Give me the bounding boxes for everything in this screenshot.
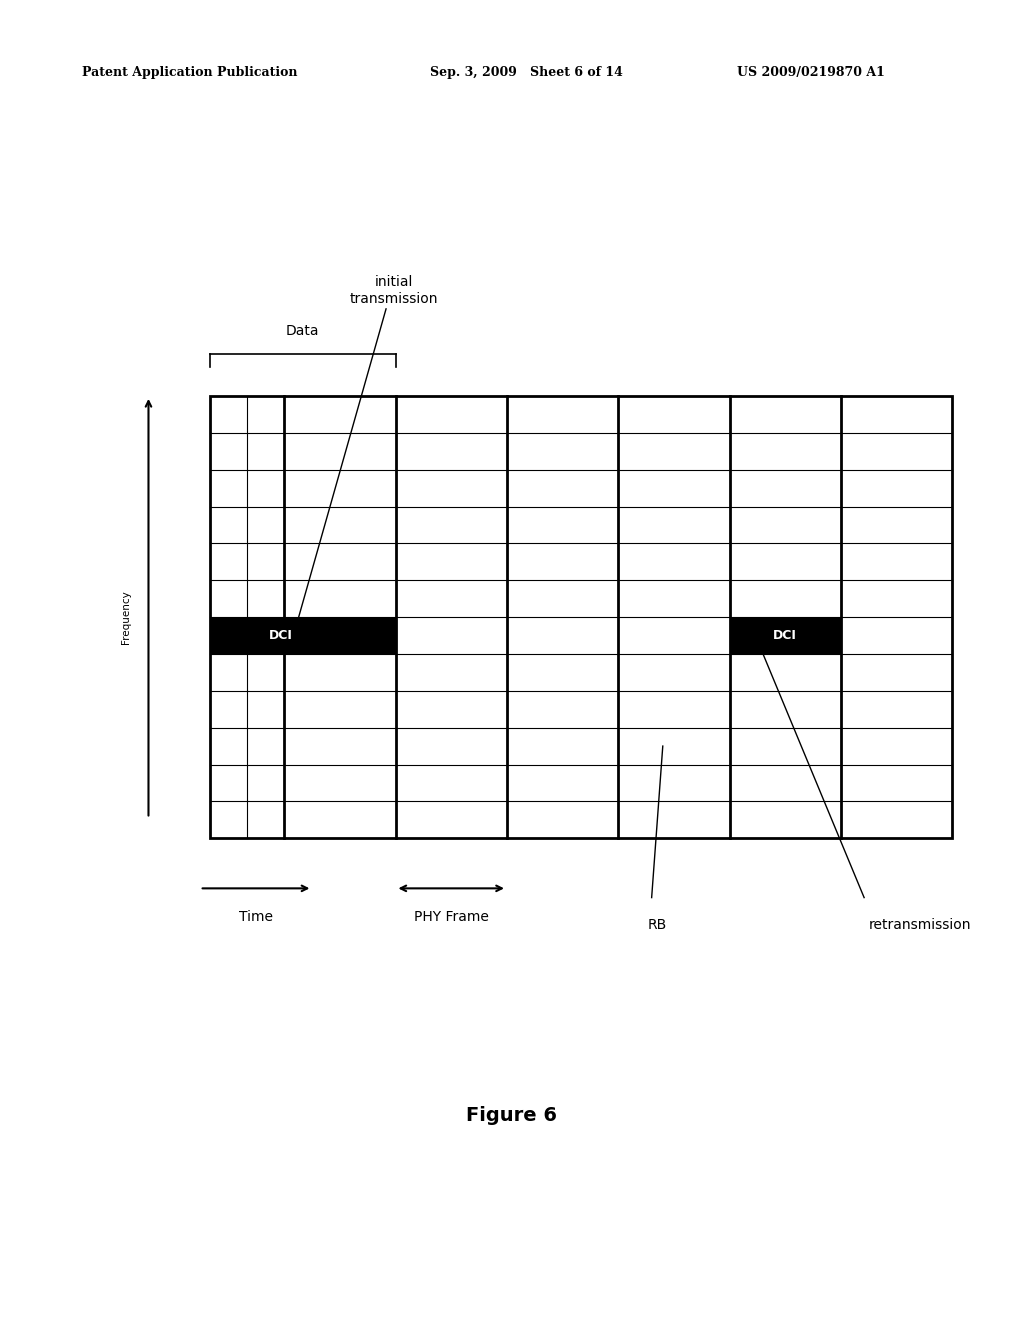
Bar [210,396,952,838]
Text: DCI: DCI [773,630,798,642]
Text: Sep. 3, 2009   Sheet 6 of 14: Sep. 3, 2009 Sheet 6 of 14 [430,66,623,79]
Text: DCI: DCI [268,630,293,642]
Text: Data: Data [286,323,319,338]
Text: RB: RB [647,919,667,932]
Text: Time: Time [239,911,273,924]
Text: US 2009/0219870 A1: US 2009/0219870 A1 [737,66,885,79]
Bar [729,618,841,653]
Text: Figure 6: Figure 6 [467,1106,557,1125]
Text: S C I: S C I [224,626,233,645]
Text: initial
transmission: initial transmission [350,275,438,306]
Text: retransmission: retransmission [869,919,972,932]
Text: Patent Application Publication: Patent Application Publication [82,66,297,79]
Text: Frequency: Frequency [121,590,131,644]
Bar [210,618,395,653]
Text: PHY Frame: PHY Frame [414,911,488,924]
